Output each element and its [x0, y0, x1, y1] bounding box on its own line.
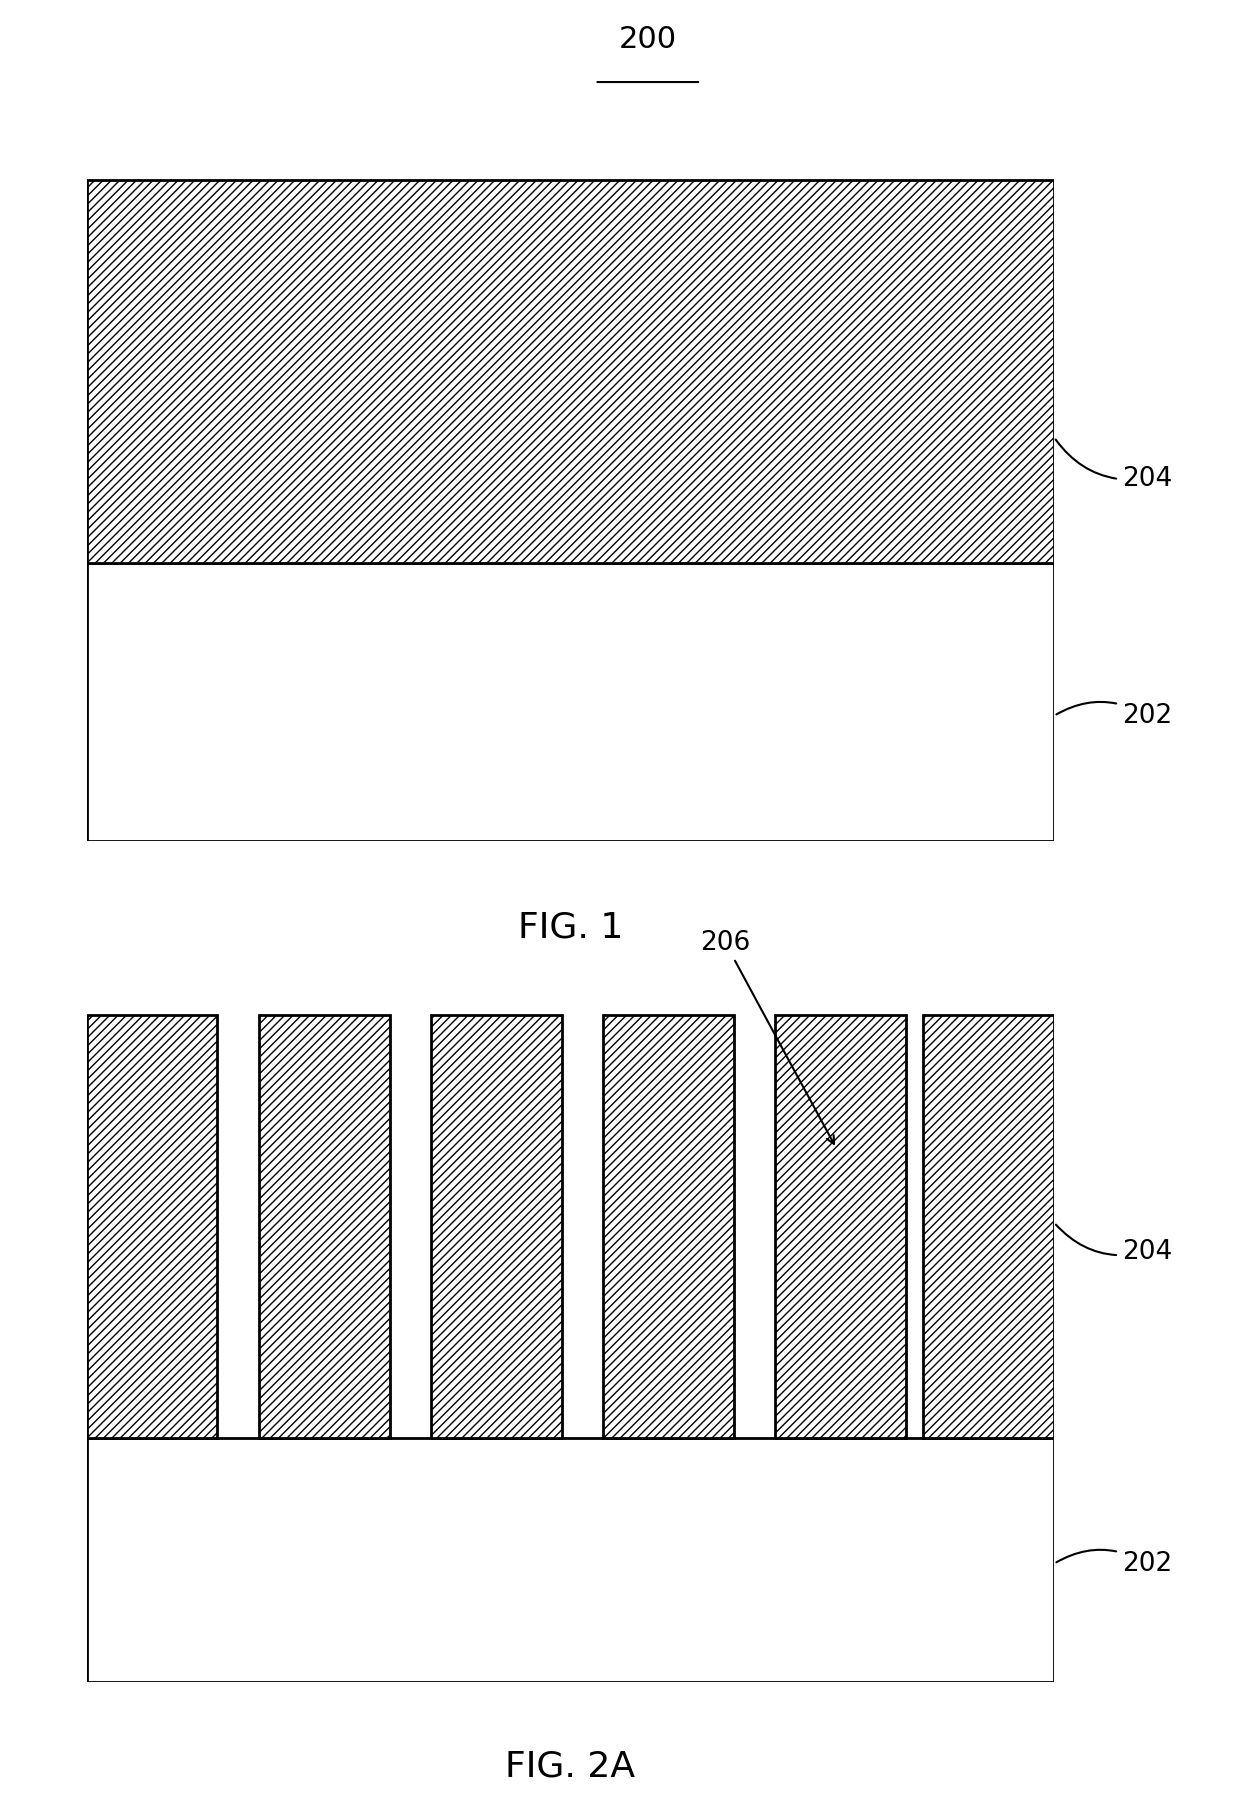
Text: 202: 202: [1056, 702, 1172, 729]
Text: 202: 202: [1056, 1550, 1172, 1577]
Text: 204: 204: [1055, 440, 1172, 492]
Bar: [87, 179, 1054, 563]
Bar: [87, 563, 1054, 841]
Bar: [87, 1438, 1054, 1682]
Bar: [775, 1015, 906, 1438]
Text: FIG. 1: FIG. 1: [518, 910, 622, 944]
Text: 204: 204: [1055, 1225, 1172, 1264]
Bar: [259, 1015, 389, 1438]
Text: FIG. 2A: FIG. 2A: [506, 1749, 635, 1784]
Bar: [87, 1015, 217, 1438]
Text: 206: 206: [701, 930, 835, 1143]
Bar: [604, 1015, 734, 1438]
Bar: [924, 1015, 1054, 1438]
Bar: [432, 1015, 562, 1438]
Text: 200: 200: [619, 25, 677, 54]
